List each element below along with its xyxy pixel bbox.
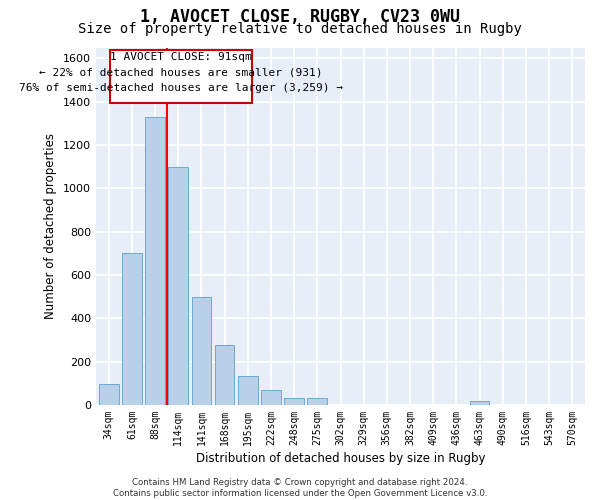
Bar [145,117,165,405]
Text: Contains HM Land Registry data © Crown copyright and database right 2024.
Contai: Contains HM Land Registry data © Crown c… [113,478,487,498]
Bar [261,390,281,405]
Bar [122,254,142,405]
Text: ← 22% of detached houses are smaller (931): ← 22% of detached houses are smaller (93… [40,68,323,78]
Bar [99,384,119,405]
X-axis label: Distribution of detached houses by size in Rugby: Distribution of detached houses by size … [196,452,485,465]
Bar [307,398,327,405]
Text: 1 AVOCET CLOSE: 91sqm: 1 AVOCET CLOSE: 91sqm [110,52,252,62]
Bar [191,296,211,405]
Bar [169,166,188,405]
Bar [215,346,235,405]
Bar [238,376,257,405]
Bar [284,398,304,405]
Text: Size of property relative to detached houses in Rugby: Size of property relative to detached ho… [78,22,522,36]
FancyBboxPatch shape [110,50,253,102]
Bar [470,402,490,405]
Text: 76% of semi-detached houses are larger (3,259) →: 76% of semi-detached houses are larger (… [19,82,343,92]
Y-axis label: Number of detached properties: Number of detached properties [44,133,58,319]
Text: 1, AVOCET CLOSE, RUGBY, CV23 0WU: 1, AVOCET CLOSE, RUGBY, CV23 0WU [140,8,460,26]
